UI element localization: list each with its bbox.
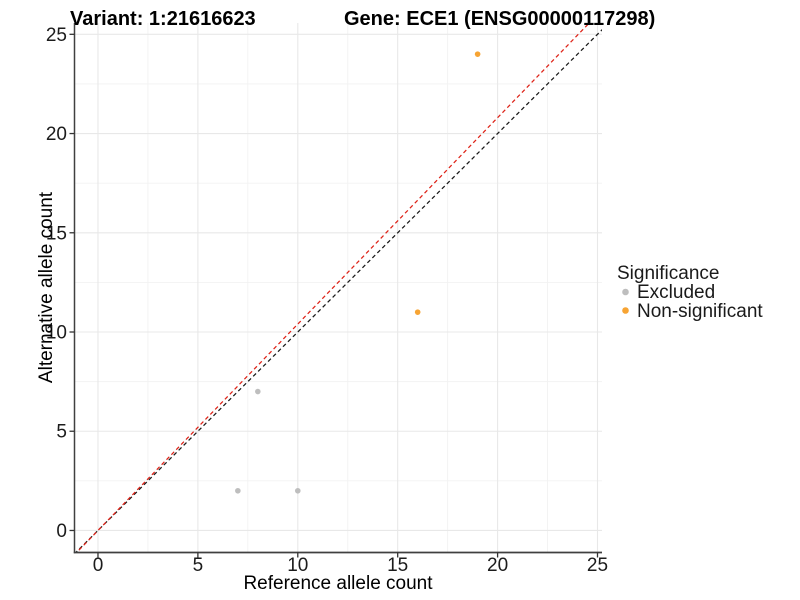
y-axis-title: Alternative allele count bbox=[36, 191, 57, 383]
y-tick-label: 10 bbox=[46, 323, 67, 344]
data-point-non-significant bbox=[414, 309, 421, 315]
legend-item-non-significant: Non-significant bbox=[622, 301, 763, 322]
data-point-non-significant bbox=[474, 51, 481, 57]
plot-title-gene: Gene: ECE1 (ENSG00000117298) bbox=[344, 8, 655, 30]
x-tick-label: 10 bbox=[287, 555, 308, 576]
y-tick-label: 5 bbox=[56, 422, 67, 443]
legend: Significance Excluded Non-significant bbox=[617, 263, 763, 322]
data-point-excluded bbox=[255, 388, 261, 395]
identity-line bbox=[74, 28, 602, 553]
legend-key-non-significant-dot bbox=[622, 307, 629, 314]
data-point-excluded bbox=[294, 487, 301, 494]
grid-layer bbox=[74, 23, 602, 553]
tick-marks-layer bbox=[69, 33, 599, 558]
x-tick-label: 25 bbox=[587, 555, 608, 576]
y-tick-label: 15 bbox=[46, 223, 67, 244]
x-tick-label: 20 bbox=[487, 555, 508, 576]
legend-title: Significance bbox=[617, 263, 719, 284]
points-layer bbox=[235, 51, 481, 494]
legend-label-excluded: Excluded bbox=[637, 282, 715, 303]
axes-layer bbox=[73, 23, 602, 554]
x-tick-label: 5 bbox=[193, 555, 204, 576]
x-tick-label: 15 bbox=[387, 555, 408, 576]
x-axis-title: Reference allele count bbox=[243, 573, 433, 594]
x-tick-label: 0 bbox=[93, 555, 104, 576]
legend-key-excluded-dot bbox=[622, 288, 629, 296]
reference-lines-layer bbox=[74, 23, 602, 553]
y-tick-label: 25 bbox=[46, 25, 67, 46]
legend-label-non-significant: Non-significant bbox=[637, 301, 763, 322]
plot-title-variant: Variant: 1:21616623 bbox=[70, 8, 256, 30]
tick-labels-layer: 0 5 10 15 20 25 0 5 10 15 20 25 bbox=[46, 25, 608, 576]
y-tick-label: 20 bbox=[46, 124, 67, 145]
legend-item-excluded: Excluded bbox=[622, 282, 715, 303]
y-tick-label: 0 bbox=[56, 521, 67, 542]
data-point-excluded bbox=[235, 487, 241, 494]
expected-line bbox=[75, 23, 591, 553]
